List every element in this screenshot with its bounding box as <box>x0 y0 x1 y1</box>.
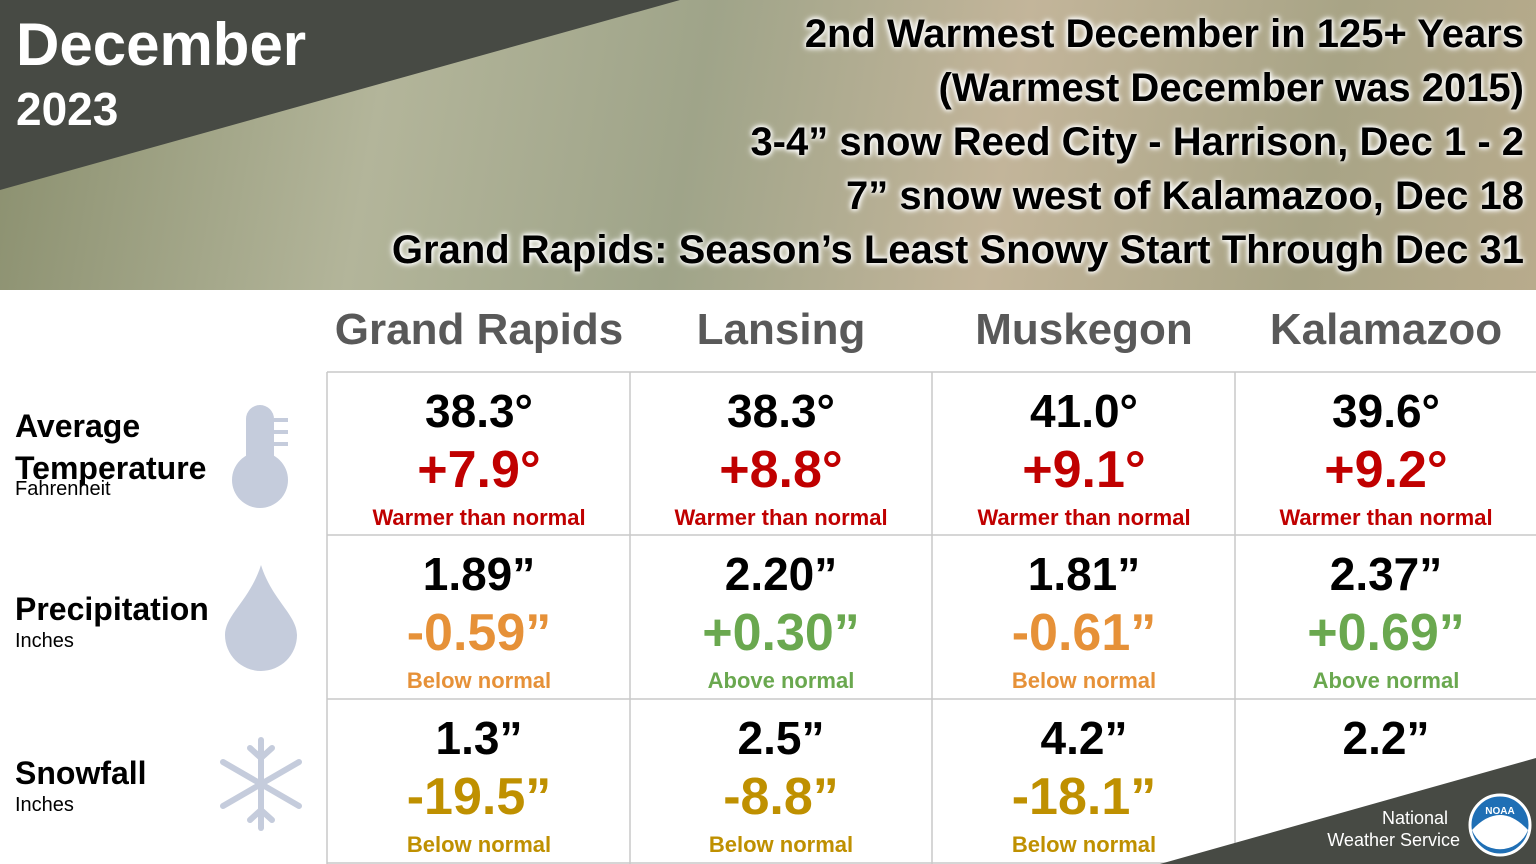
cell-note: Warmer than normal <box>977 505 1191 530</box>
row-unit: Inches <box>15 630 74 652</box>
cell-value: 2.20” <box>724 548 838 600</box>
cell-note: Below normal <box>708 832 854 857</box>
cell-departure: +8.8° <box>719 441 843 499</box>
cell-departure: -18.1” <box>1011 768 1157 826</box>
cell-note: Above normal <box>707 668 855 693</box>
cell-value: 2.5” <box>737 712 825 764</box>
title-triangle <box>0 0 680 190</box>
cell-departure: +0.69” <box>1307 604 1465 662</box>
cell-value: 38.3° <box>425 385 533 437</box>
cell-value: 39.6° <box>1332 385 1440 437</box>
cell-departure: -0.59” <box>406 604 552 662</box>
cell-note: Below normal <box>1011 832 1157 857</box>
footer-triangle <box>1160 758 1536 864</box>
cell-value: 2.37” <box>1329 548 1443 600</box>
table-grid <box>326 371 1536 864</box>
row-label: Average Temperature <box>15 408 207 486</box>
noaa-logo-text: NOAA <box>1485 806 1514 817</box>
org-line-2: Weather Service <box>1327 830 1460 850</box>
cell-departure: +0.30” <box>702 604 860 662</box>
drop-icon <box>225 565 297 671</box>
column-header: Muskegon <box>975 305 1193 354</box>
headline: Grand Rapids: Season’s Least Snowy Start… <box>391 228 1524 272</box>
row-unit: Fahrenheit <box>15 478 111 500</box>
column-header: Lansing <box>696 305 866 354</box>
cell-note: Above normal <box>1312 668 1460 693</box>
cell-note: Warmer than normal <box>1279 505 1493 530</box>
cell-departure: +7.9° <box>417 441 541 499</box>
cell-departure: -8.8” <box>723 768 839 826</box>
headline: (Warmest December was 2015) <box>938 66 1524 110</box>
row-label: Snowfall <box>15 755 147 791</box>
cell-note: Below normal <box>406 668 552 693</box>
cell-departure: -19.5” <box>406 768 552 826</box>
cell-note: Warmer than normal <box>372 505 586 530</box>
headline: 7” snow west of Kalamazoo, Dec 18 <box>846 174 1524 218</box>
cell-value: 41.0° <box>1030 385 1138 437</box>
noaa-logo-wave <box>1472 815 1528 850</box>
cell-value: 2.2” <box>1342 712 1430 764</box>
row-label: Precipitation <box>15 591 209 627</box>
cell-value: 4.2” <box>1040 712 1128 764</box>
cell-note: Warmer than normal <box>674 505 888 530</box>
cell-note: Below normal <box>1011 668 1157 693</box>
month: December <box>16 11 307 78</box>
year: 2023 <box>16 83 119 135</box>
cell-note: Below normal <box>406 832 552 857</box>
row-unit: Inches <box>15 794 74 816</box>
column-header: Kalamazoo <box>1269 305 1503 354</box>
cell-departure: -0.61” <box>1011 604 1157 662</box>
cell-departure: +9.1° <box>1022 441 1146 499</box>
cell-value: 38.3° <box>727 385 835 437</box>
cell-value: 1.3” <box>435 712 523 764</box>
cell-value: 1.81” <box>1027 548 1141 600</box>
snowflake-icon <box>220 737 302 831</box>
org-line-1: National <box>1381 808 1448 828</box>
cell-departure: +9.2° <box>1324 441 1448 499</box>
headline: 2nd Warmest December in 125+ Years <box>804 12 1524 56</box>
thermometer-icon <box>232 405 288 508</box>
cell-value: 1.89” <box>422 548 536 600</box>
headline: 3-4” snow Reed City - Harrison, Dec 1 - … <box>750 120 1524 164</box>
column-header: Grand Rapids <box>334 305 624 354</box>
